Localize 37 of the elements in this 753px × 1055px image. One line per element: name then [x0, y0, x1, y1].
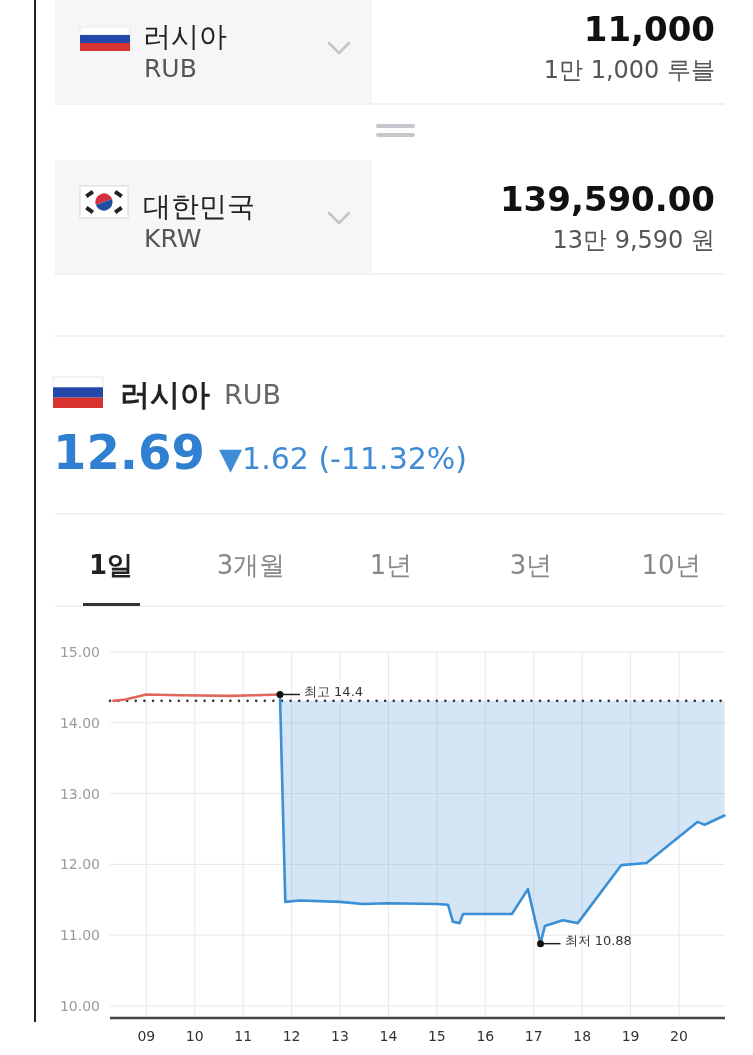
- x-tick-label: 19: [621, 1028, 640, 1044]
- y-tick-label: 10.00: [59, 997, 100, 1014]
- x-tick-label: 20: [670, 1028, 688, 1044]
- x-tick-label: 18: [573, 1028, 592, 1044]
- annotation: 최저 10.88: [564, 933, 632, 949]
- text: 1년: [369, 550, 413, 580]
- y-tick-label: 14.00: [59, 714, 100, 731]
- text: RUB: [144, 54, 197, 83]
- text: ▼1.62 (-11.32%): [219, 441, 468, 476]
- x-tick-label: 09: [137, 1028, 156, 1044]
- text: 대한민국: [143, 190, 255, 223]
- x-tick-label: 13: [331, 1028, 349, 1044]
- x-tick-label: 16: [476, 1028, 495, 1044]
- y-tick-label: 11.00: [59, 927, 100, 944]
- text: 11,000: [583, 9, 715, 49]
- x-tick-label: 17: [524, 1028, 543, 1044]
- text: 3년: [509, 550, 553, 580]
- text: 3개월: [216, 550, 286, 580]
- text: KRW: [144, 224, 202, 253]
- x-tick-label: 14: [379, 1028, 398, 1044]
- chart-subtitle: RUB: [224, 379, 282, 410]
- x-tick-label: 11: [234, 1028, 253, 1044]
- text: 13만 9,590 원: [552, 226, 715, 254]
- x-tick-label: 10: [185, 1028, 204, 1044]
- y-tick-label: 13.00: [59, 785, 100, 802]
- x-tick-label: 12: [282, 1028, 301, 1044]
- text: 1일: [88, 550, 134, 580]
- text: 러시아: [143, 20, 227, 53]
- text: 10년: [641, 550, 701, 580]
- text: 12.69: [53, 424, 205, 480]
- x-tick-label: 15: [427, 1028, 446, 1044]
- text: 139,590.00: [499, 179, 715, 219]
- y-tick-label: 12.00: [59, 856, 100, 873]
- text: 1만 1,000 루블: [543, 56, 715, 84]
- y-tick-label: 15.00: [59, 644, 100, 660]
- chart-title: 러시아: [120, 377, 210, 412]
- annotation: 최고 14.4: [303, 683, 364, 699]
